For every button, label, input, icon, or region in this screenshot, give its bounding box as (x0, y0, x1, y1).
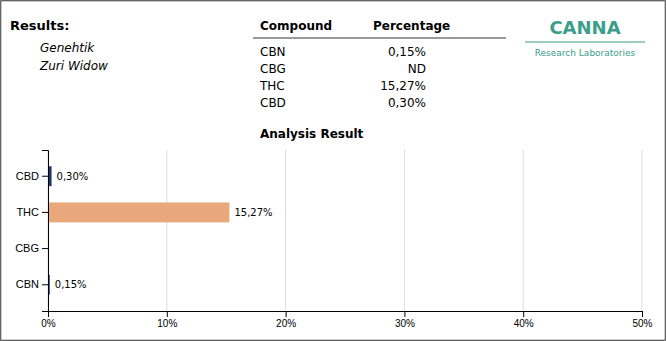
x-tick: 40% (514, 311, 534, 329)
y-axis: CBD THC CBG CBN (15, 151, 48, 312)
y-tick-label: THC (16, 206, 39, 218)
y-tick: CBD (16, 170, 48, 182)
y-tick: CBN (16, 278, 48, 290)
y-tick-label: CBN (16, 278, 39, 290)
x-axis: 0% 10% 20% 30% 40% 50% (41, 311, 652, 329)
y-tick-mark (42, 248, 48, 249)
x-tick-mark (167, 311, 168, 317)
logo-rule (525, 42, 645, 43)
x-tick-label: 20% (276, 318, 296, 329)
grid-line (523, 150, 524, 311)
x-tick-mark (286, 311, 287, 317)
title: Results: (10, 18, 69, 33)
grid-line (285, 150, 286, 311)
x-tick-mark (523, 311, 524, 317)
y-tick-mark (42, 212, 48, 213)
x-tick-label: 30% (395, 318, 415, 329)
row-label: CBN (260, 45, 286, 59)
subtitle: Zuri Widow (39, 59, 108, 73)
y-tick: CBG (15, 242, 48, 254)
x-axis-line (49, 312, 643, 318)
row-label: THC (259, 79, 285, 93)
y-tick-label: CBD (16, 170, 39, 182)
y-tick: THC (16, 206, 48, 218)
x-tick: 20% (276, 311, 296, 329)
x-tick-mark (404, 311, 405, 317)
grid (48, 150, 642, 311)
bar (48, 202, 229, 222)
subtitle: Genehtik (40, 41, 95, 55)
x-tick-label: 10% (157, 318, 177, 329)
row-value: 0,15% (388, 45, 426, 59)
info-table: Results: Genehtik Zuri Widow CANNA Research … (10, 17, 645, 110)
bars (48, 166, 229, 294)
grid-line (642, 150, 643, 311)
header-rule (253, 38, 506, 39)
logo-text: CANNA (549, 17, 620, 38)
page: Results: Genehtik Zuri Widow CANNA Research … (0, 0, 666, 341)
row-value: ND (408, 62, 426, 76)
row-value: 15,27% (380, 79, 426, 93)
column-header: Compound (260, 19, 332, 33)
y-tick-label: CBG (15, 242, 39, 254)
row-label: CBD (260, 96, 286, 110)
x-tick: 30% (395, 311, 415, 329)
y-axis-line (42, 151, 49, 312)
page-border (1, 1, 666, 341)
row-label: CBG (260, 62, 286, 76)
data-label: 15,27% (234, 207, 272, 218)
x-tick: 10% (157, 311, 177, 329)
row-value: 0,30% (388, 96, 426, 110)
x-tick: 50% (632, 311, 652, 329)
x-tick-label: 50% (632, 318, 652, 329)
x-tick-label: 40% (514, 318, 534, 329)
x-tick: 0% (41, 311, 56, 329)
data-labels: 0,30% 15,27% 0,15% (55, 171, 273, 291)
x-tick-label: 0% (41, 318, 56, 329)
grid-line (404, 150, 405, 311)
logo-text: Research Laboratories (535, 48, 636, 58)
y-tick-mark (42, 176, 48, 177)
y-tick-mark (42, 284, 48, 285)
data-label: 0,15% (55, 279, 87, 290)
grid-line (166, 150, 167, 311)
column-header: Percentage (373, 19, 450, 33)
data-label: 0,30% (57, 171, 89, 182)
chart-title: Analysis Result (260, 127, 364, 141)
x-tick-mark (642, 311, 643, 317)
bar-chart: 0% 10% 20% 30% 40% 50% CBD THC CBG CBN 0,30% 15,27%… (15, 150, 652, 329)
